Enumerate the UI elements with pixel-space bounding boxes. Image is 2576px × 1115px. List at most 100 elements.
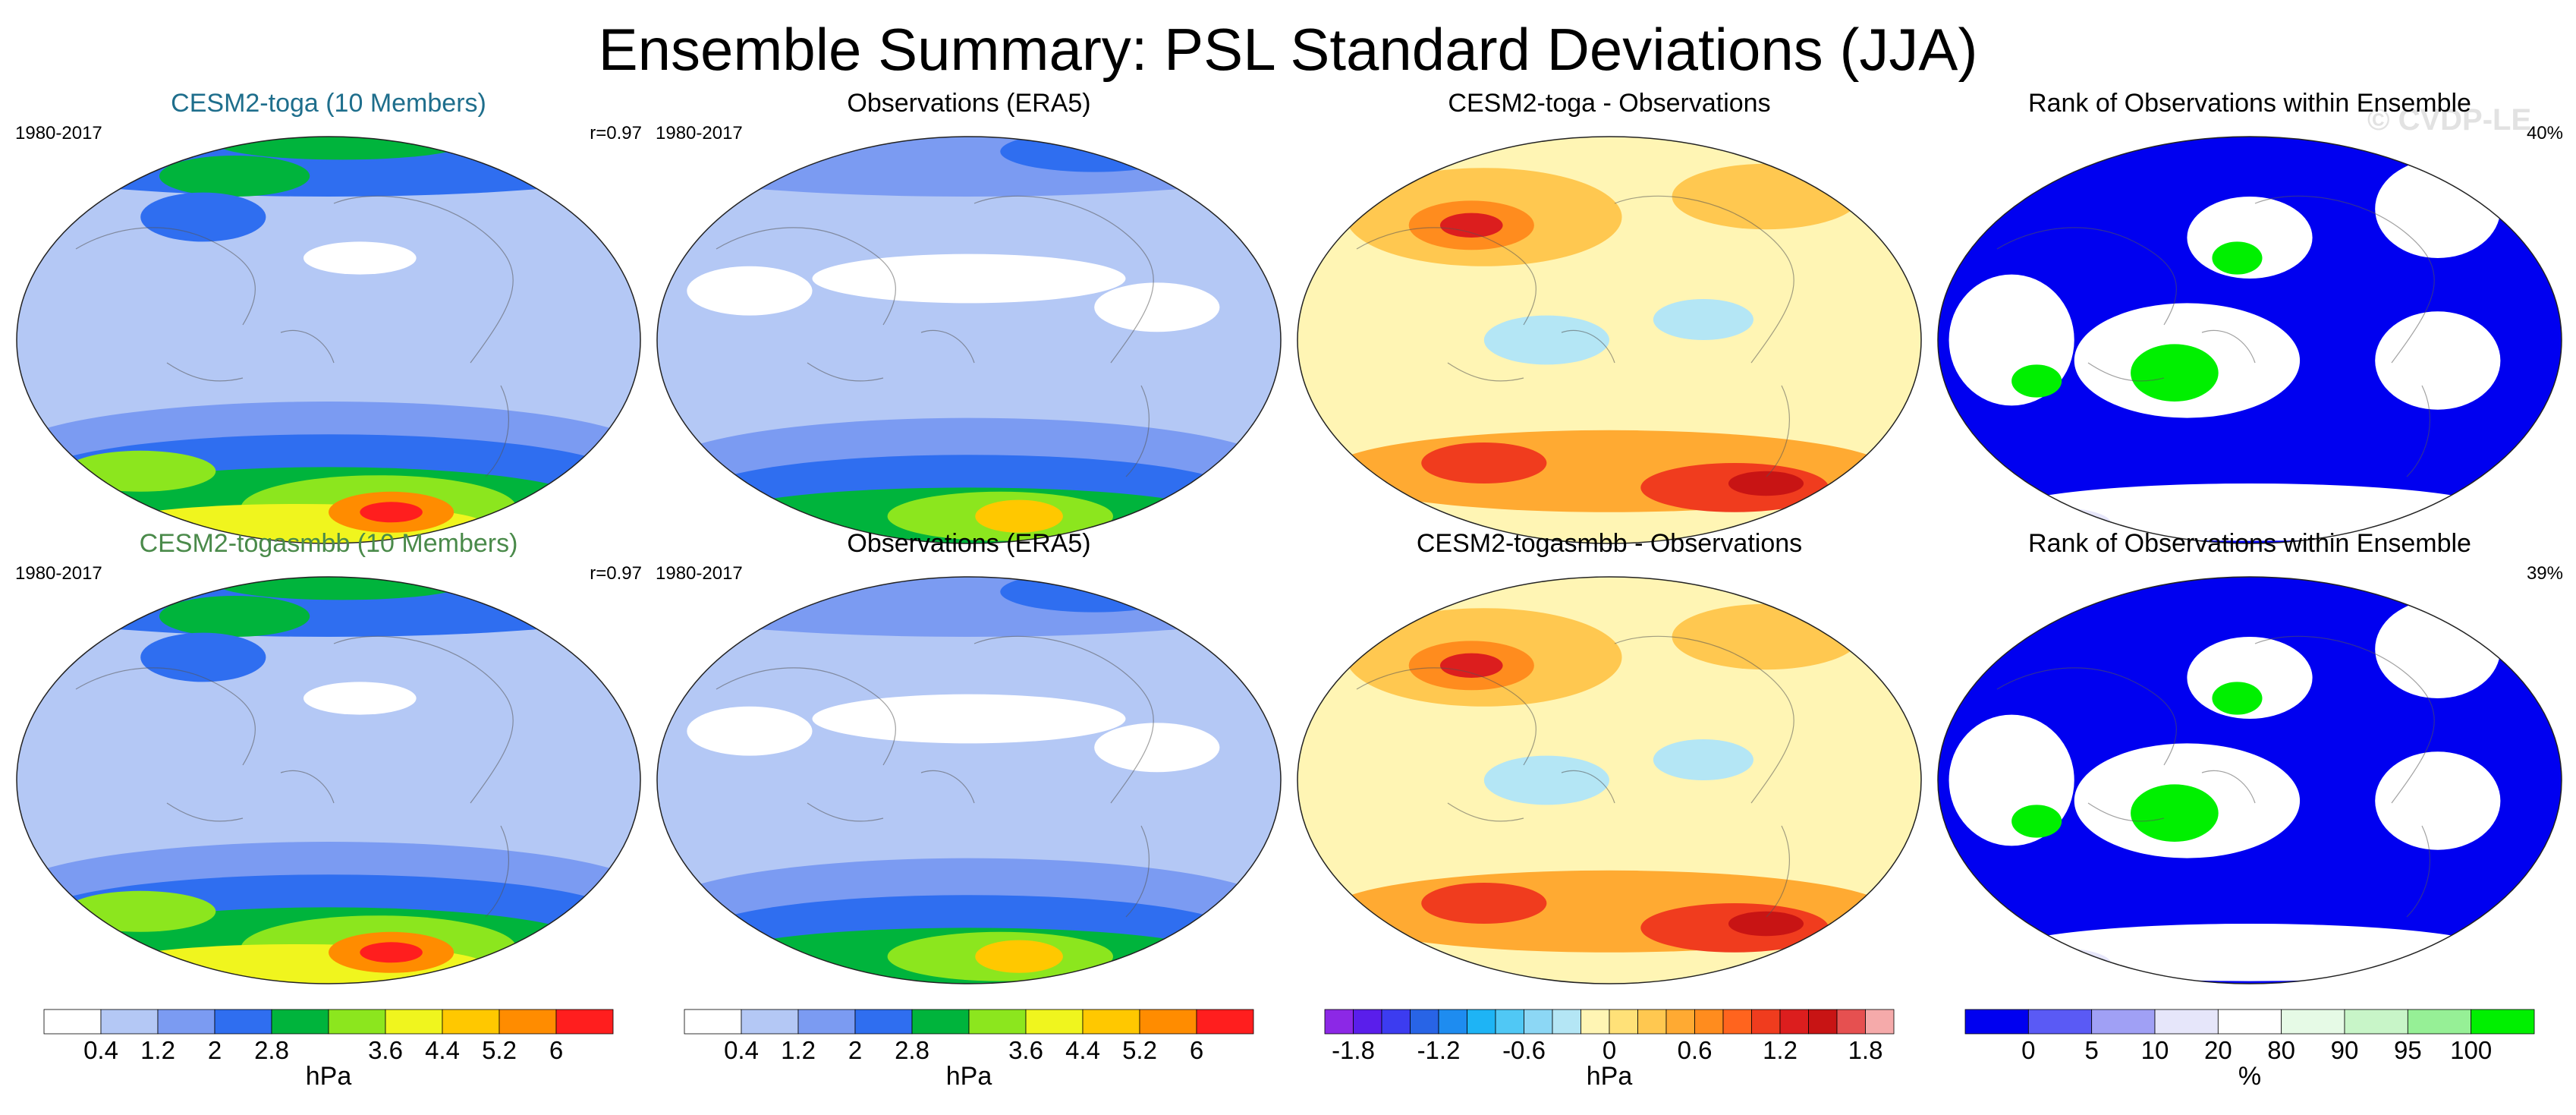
colorbar-tick-label: 2 [207, 1036, 222, 1064]
panel-title: Rank of Observations within Ensemble [2028, 529, 2471, 558]
colorbar-swatch [1552, 1009, 1581, 1035]
colorbar-swatch [2154, 1009, 2219, 1035]
colorbar-swatch [2027, 1009, 2093, 1035]
field-region [1483, 315, 1609, 365]
colorbar-swatch [1694, 1009, 1724, 1035]
colorbar-swatch [100, 1009, 159, 1035]
colorbar-swatch [2091, 1009, 2156, 1035]
field-region [1728, 911, 1804, 937]
colorbar-swatch [2344, 1009, 2408, 1035]
colorbar-swatch [1381, 1009, 1411, 1035]
colorbar-swatch [968, 1009, 1027, 1035]
field-region [2011, 364, 2062, 398]
colorbar-unit: hPa [1586, 1062, 1633, 1091]
panel-title: CESM2-toga (10 Members) [171, 89, 486, 118]
field-region [140, 632, 266, 682]
field-region [1653, 299, 1754, 340]
colorbar-tick-label: 80 [2267, 1036, 2296, 1064]
colorbar-tick-label: -1.2 [1417, 1036, 1461, 1064]
colorbar-swatch [1609, 1009, 1638, 1035]
field-region [140, 192, 266, 242]
colorbar-tick-label: 95 [2393, 1036, 2422, 1064]
colorbar-swatch [385, 1009, 443, 1035]
field-region [1653, 739, 1754, 780]
globe-map [1297, 136, 1922, 544]
colorbar-tick-label: 1.2 [781, 1036, 816, 1064]
field-region [812, 694, 1126, 744]
field-region [303, 241, 417, 275]
colorbar-swatch [2407, 1009, 2472, 1035]
colorbar-swatch [2217, 1009, 2282, 1035]
field-region [215, 137, 467, 160]
colorbar [43, 1009, 614, 1035]
colorbar-tick-label: 20 [2203, 1036, 2232, 1064]
panel-title: Observations (ERA5) [847, 529, 1091, 558]
field-region [975, 940, 1063, 973]
globe-map [1937, 136, 2562, 544]
field-region [2131, 344, 2219, 402]
colorbar-swatch [214, 1009, 272, 1035]
globe-map [1937, 576, 2562, 984]
field-region [2212, 241, 2263, 275]
colorbar-swatch [1581, 1009, 1610, 1035]
field-region [1483, 755, 1609, 805]
panel-title: Observations (ERA5) [847, 89, 1091, 118]
panel-title: CESM2-toga - Observations [1448, 89, 1771, 118]
colorbar-swatch [2471, 1009, 2535, 1035]
panel-period: 1980-2017 [656, 563, 743, 584]
field-region [812, 254, 1126, 304]
field-region [1672, 603, 1860, 670]
field-region [303, 682, 417, 715]
colorbar-swatch [1495, 1009, 1524, 1035]
globe-map [1297, 576, 1922, 984]
field-region [65, 890, 216, 932]
colorbar-swatch [1665, 1009, 1695, 1035]
colorbar-tick-label: 100 [2450, 1036, 2493, 1064]
panel-period: 1980-2017 [15, 123, 102, 143]
field-region [360, 502, 423, 523]
colorbar-swatch [1637, 1009, 1667, 1035]
colorbar-swatch [1196, 1009, 1254, 1035]
globe-map [656, 576, 1282, 984]
field-region [159, 156, 310, 197]
colorbar-unit: % [2238, 1062, 2262, 1091]
colorbar-tick-label: 6 [1189, 1036, 1204, 1064]
field-region [159, 596, 310, 637]
colorbar-tick-label: 0.4 [83, 1036, 118, 1064]
colorbar-swatch [741, 1009, 799, 1035]
globe-map [16, 576, 641, 984]
colorbar-tick-label: 2.8 [895, 1036, 929, 1064]
panel-stat: r=0.97 [590, 123, 642, 143]
colorbar-swatch [1467, 1009, 1496, 1035]
colorbar-swatch [1808, 1009, 1838, 1035]
field-region [975, 499, 1063, 533]
colorbar-swatch [1410, 1009, 1439, 1035]
field-region [2131, 784, 2219, 842]
globe-map [16, 136, 641, 544]
colorbar [684, 1009, 1254, 1035]
colorbar-swatch [157, 1009, 215, 1035]
field-region [1327, 430, 1892, 512]
colorbar-swatch [1082, 1009, 1140, 1035]
watermark: © CVDP-LE [2367, 103, 2532, 137]
colorbar-tick-label: 2 [848, 1036, 863, 1064]
colorbar-tick-label: 1.2 [1763, 1036, 1798, 1064]
colorbar-tick-label: -0.6 [1502, 1036, 1546, 1064]
colorbar-tick-label: 5 [2084, 1036, 2099, 1064]
colorbar-swatch [499, 1009, 557, 1035]
colorbar-swatch [1751, 1009, 1781, 1035]
panel-title: CESM2-togasmbb - Observations [1416, 529, 1803, 558]
colorbar-tick-label: 5.2 [1122, 1036, 1157, 1064]
colorbar-tick-label: 5.2 [482, 1036, 517, 1064]
colorbar-unit: hPa [305, 1062, 352, 1091]
colorbar-tick-label: 6 [549, 1036, 564, 1064]
colorbar-tick-label: 2.8 [254, 1036, 289, 1064]
field-region [215, 577, 467, 600]
field-region [1421, 883, 1547, 924]
colorbar-tick-label: 1.2 [140, 1036, 175, 1064]
field-region [1000, 137, 1189, 172]
field-region [2011, 948, 2112, 981]
field-region [2375, 311, 2501, 410]
colorbar-tick-label: 90 [2330, 1036, 2359, 1064]
colorbar-swatch [1025, 1009, 1084, 1035]
